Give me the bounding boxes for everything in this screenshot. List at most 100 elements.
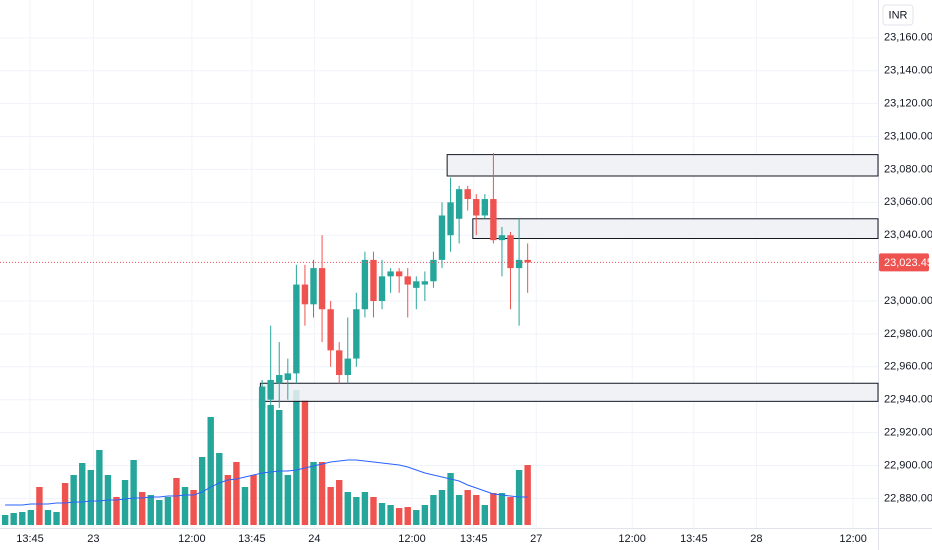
y-tick-label: 22,980.00 xyxy=(884,328,932,340)
candle-body xyxy=(336,350,343,376)
y-tick-label: 22,920.00 xyxy=(884,427,932,439)
x-tick-label: 24 xyxy=(308,533,320,545)
volume-bar xyxy=(181,487,189,525)
last-price-box xyxy=(879,253,929,272)
volume-bar xyxy=(44,510,52,525)
y-tick-label: 23,060.00 xyxy=(884,196,932,208)
candle-body xyxy=(284,373,292,380)
volume-bar xyxy=(96,450,103,525)
volume-bar xyxy=(430,495,437,525)
volume-bar xyxy=(438,490,446,525)
candle-body xyxy=(378,276,386,302)
volume-bar xyxy=(447,473,454,525)
volume-bar xyxy=(233,462,240,525)
volume-bar xyxy=(224,475,232,525)
y-tick-label: 23,080.00 xyxy=(884,163,932,175)
candle-body xyxy=(404,276,411,285)
candle-body xyxy=(301,284,309,305)
volume-bar xyxy=(19,512,26,525)
volume-bar xyxy=(327,487,334,525)
candle-body xyxy=(473,199,480,216)
volume-bar xyxy=(490,493,497,525)
volume-bar xyxy=(318,462,326,525)
volume-bar xyxy=(404,507,411,525)
volume-bar xyxy=(361,492,369,525)
volume-bar xyxy=(507,497,514,525)
volume-bar xyxy=(138,492,146,525)
volume-bar xyxy=(207,417,214,525)
volume-ma-line xyxy=(5,459,528,506)
volume-bar xyxy=(344,492,351,525)
x-tick-label: 12:00 xyxy=(398,533,426,545)
volume-bar xyxy=(413,510,420,525)
volume-bar xyxy=(10,513,17,525)
candle-body xyxy=(498,235,506,241)
volume-bar xyxy=(87,470,94,525)
x-tick-label: 13:45 xyxy=(680,533,708,545)
volume-bar xyxy=(284,475,292,525)
volume-bar xyxy=(53,512,60,525)
volume-bar xyxy=(190,490,197,525)
x-tick-label: 13:45 xyxy=(460,533,488,545)
volume-bar xyxy=(241,487,249,525)
volume-bar xyxy=(121,480,129,525)
volume-bar xyxy=(421,505,429,525)
volume-bar xyxy=(293,390,300,525)
candle-body xyxy=(455,189,463,219)
volume-bar xyxy=(301,400,309,525)
candle-body xyxy=(370,259,377,302)
volume-bar xyxy=(164,497,172,525)
volume-bar xyxy=(353,497,360,525)
volume-bar xyxy=(395,508,403,525)
x-tick-label: 23 xyxy=(87,533,99,545)
volume-bar xyxy=(524,465,531,525)
volume-bar xyxy=(258,400,266,525)
y-tick-label: 22,900.00 xyxy=(884,459,932,471)
volume-bar xyxy=(147,495,154,525)
zone xyxy=(446,154,879,177)
volume-bar xyxy=(267,405,274,525)
volume-bar xyxy=(36,487,43,525)
candle-body xyxy=(395,271,403,277)
volume-bar xyxy=(216,453,223,525)
candle-body xyxy=(481,199,489,216)
y-tick-label: 22,880.00 xyxy=(884,492,932,504)
x-tick-label: 28 xyxy=(750,533,762,545)
volume-bar xyxy=(156,500,163,525)
candle-body xyxy=(430,259,437,282)
candle-body xyxy=(258,386,266,408)
y-tick-label: 23,120.00 xyxy=(884,98,932,110)
x-tick-label: 27 xyxy=(530,533,542,545)
volume-bar xyxy=(70,475,77,525)
volume-bar xyxy=(481,505,489,525)
zone xyxy=(472,218,879,240)
candle-body xyxy=(438,215,446,260)
volume-bar xyxy=(113,497,120,525)
volume-bar xyxy=(378,503,386,525)
currency-box[interactable] xyxy=(882,4,914,26)
candle-body xyxy=(464,189,471,200)
zone xyxy=(259,382,879,402)
last-price-label: 23,023.45 xyxy=(884,257,932,269)
volume-bar xyxy=(250,475,257,525)
y-tick-label: 23,140.00 xyxy=(884,65,932,77)
y-tick-label: 23,160.00 xyxy=(884,32,932,44)
x-tick-label: 12:00 xyxy=(839,533,867,545)
candle-body xyxy=(387,271,394,277)
volume-bar xyxy=(198,457,206,525)
volume-bar xyxy=(130,460,137,525)
candle-body xyxy=(310,268,317,305)
volume-bar xyxy=(464,490,471,525)
volume-bar xyxy=(455,495,463,525)
candle-body xyxy=(413,281,420,288)
currency-label: INR xyxy=(889,9,908,21)
volume-bar xyxy=(336,480,343,525)
x-tick-label: 13:45 xyxy=(238,533,266,545)
candle-body xyxy=(353,309,360,359)
y-tick-label: 22,960.00 xyxy=(884,361,932,373)
candle-body xyxy=(490,199,497,241)
candle-body xyxy=(421,281,429,285)
candle-body xyxy=(447,202,454,236)
